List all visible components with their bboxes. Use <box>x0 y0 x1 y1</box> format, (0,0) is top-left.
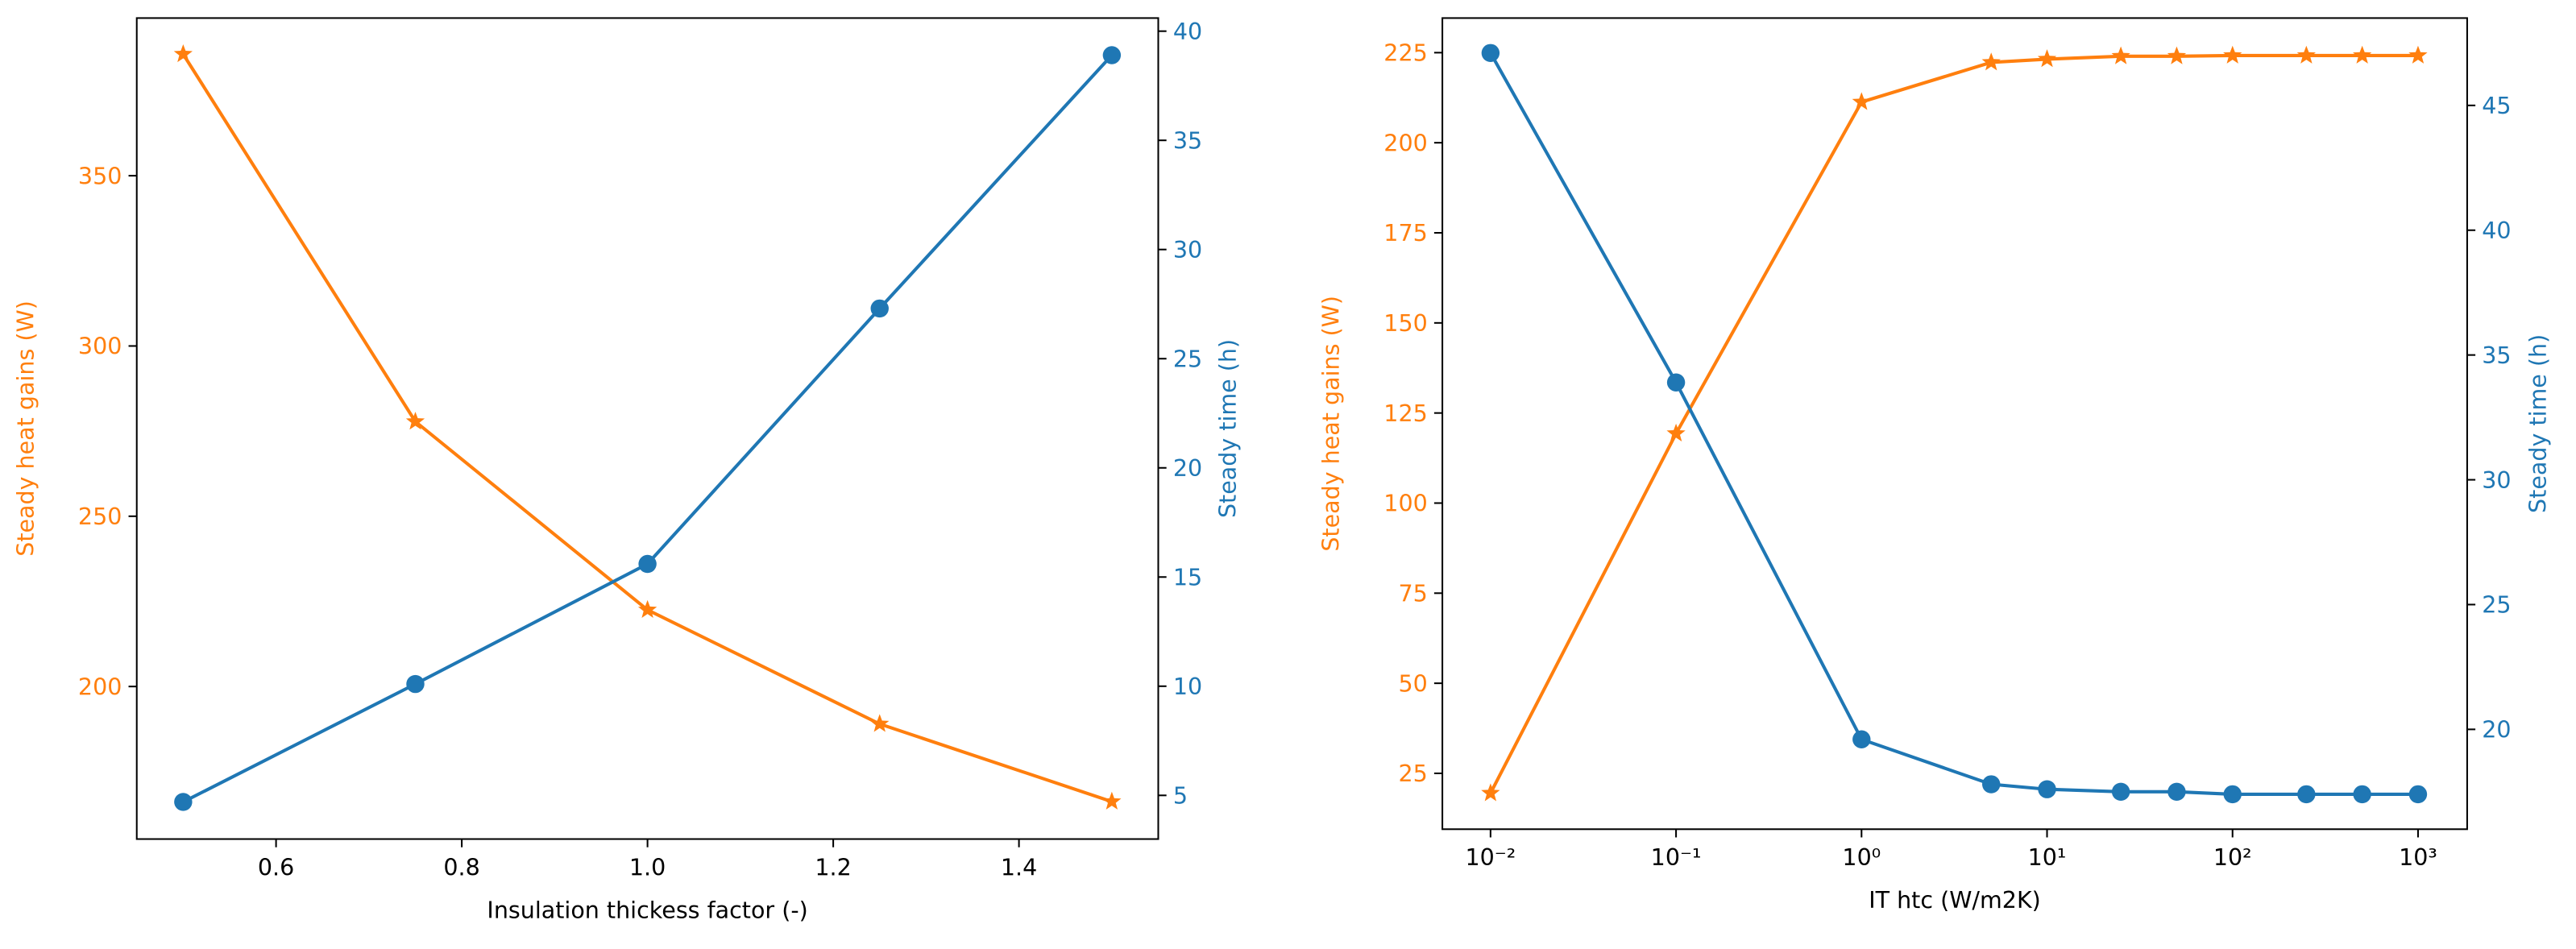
y2-axis-label: Steady time (h) <box>1214 339 1241 518</box>
x-tick-label: 10³ <box>2399 844 2437 871</box>
star-marker <box>1981 52 2001 71</box>
star-marker <box>637 599 657 618</box>
plot-frame <box>135 17 1159 840</box>
circle-marker <box>2038 780 2056 798</box>
series-line <box>1489 53 2418 794</box>
x-tick-label: 1.0 <box>629 854 666 881</box>
star-marker <box>2223 45 2242 64</box>
y-tick-label: 350 <box>78 163 122 189</box>
x-tick-label: 0.8 <box>443 854 479 881</box>
y-tick-label: 25 <box>1398 760 1427 787</box>
circle-marker <box>1852 730 1871 748</box>
y-tick-label: 225 <box>1383 40 1427 67</box>
star-marker <box>870 714 890 732</box>
x-axis-label: Insulation thickess factor (-) <box>487 897 807 923</box>
y-tick-label: 200 <box>1383 130 1427 156</box>
x-tick-label: 0.6 <box>258 854 294 881</box>
y-tick-label: 250 <box>78 504 122 530</box>
circle-marker <box>1481 44 1500 63</box>
y-tick-label: 75 <box>1398 580 1427 607</box>
y2-axis-label: Steady time (h) <box>2525 334 2552 513</box>
star-marker <box>2037 49 2057 68</box>
series-line <box>1489 52 2418 796</box>
y-axis-label: Steady heat gains (W) <box>12 300 39 557</box>
star-marker <box>1852 92 1871 110</box>
y2-tick-label: 25 <box>1173 346 1202 372</box>
x-tick-label: 10² <box>2213 844 2252 871</box>
circle-marker <box>2111 782 2130 802</box>
y-tick-label: 50 <box>1398 670 1427 697</box>
y-tick-label: 125 <box>1383 400 1427 427</box>
circle-marker <box>2353 785 2371 804</box>
circle-marker <box>1666 373 1686 392</box>
circle-marker <box>638 554 657 574</box>
y-tick-label: 200 <box>78 673 122 700</box>
y2-tick-label: 35 <box>1173 127 1202 154</box>
circle-marker <box>406 674 425 694</box>
plot-frame <box>1441 17 2468 831</box>
star-marker <box>1481 783 1500 802</box>
x-tick-label: 10⁻¹ <box>1651 844 1702 871</box>
star-marker <box>173 44 193 63</box>
y2-tick-label: 10 <box>1173 673 1202 700</box>
y2-tick-label: 20 <box>1173 455 1202 482</box>
circle-marker <box>2297 785 2316 804</box>
star-marker <box>2296 45 2316 64</box>
y2-tick-label: 25 <box>2482 592 2511 619</box>
x-tick-label: 10⁻² <box>1465 844 1516 871</box>
series-line <box>181 53 1113 803</box>
y2-tick-label: 35 <box>2482 342 2511 369</box>
circle-marker <box>870 299 889 318</box>
y2-tick-label: 15 <box>1173 564 1202 591</box>
circle-marker <box>174 793 193 811</box>
star-marker <box>1102 791 1122 810</box>
x-tick-label: 1.2 <box>815 854 851 881</box>
star-marker <box>2353 45 2372 64</box>
star-marker <box>1666 423 1686 442</box>
x-tick-label: 10¹ <box>2028 844 2067 871</box>
y2-tick-label: 40 <box>2482 218 2511 244</box>
series-line <box>182 54 1114 804</box>
star-marker <box>2111 46 2130 64</box>
circle-marker <box>1982 775 2001 794</box>
y-tick-label: 150 <box>1383 310 1427 337</box>
star-marker <box>2408 45 2428 64</box>
y2-tick-label: 30 <box>1173 237 1202 263</box>
circle-marker <box>2167 782 2186 802</box>
circle-marker <box>1102 46 1122 64</box>
star-marker <box>2167 46 2187 64</box>
y2-tick-label: 5 <box>1173 783 1188 810</box>
y2-tick-label: 20 <box>2482 717 2511 744</box>
y2-tick-label: 40 <box>1173 19 1202 45</box>
circle-marker <box>2408 785 2428 804</box>
circle-marker <box>2223 785 2242 804</box>
y-tick-label: 175 <box>1383 220 1427 247</box>
y2-tick-label: 30 <box>2482 467 2511 494</box>
x-axis-label: IT htc (W/m2K) <box>1869 887 2041 914</box>
y-tick-label: 100 <box>1383 491 1427 517</box>
star-marker <box>405 412 425 430</box>
y-tick-label: 300 <box>78 334 122 360</box>
y-axis-label: Steady heat gains (W) <box>1318 296 1345 552</box>
y2-tick-label: 45 <box>2482 93 2511 119</box>
x-tick-label: 10⁰ <box>1842 844 1881 871</box>
x-tick-label: 1.4 <box>1001 854 1037 881</box>
